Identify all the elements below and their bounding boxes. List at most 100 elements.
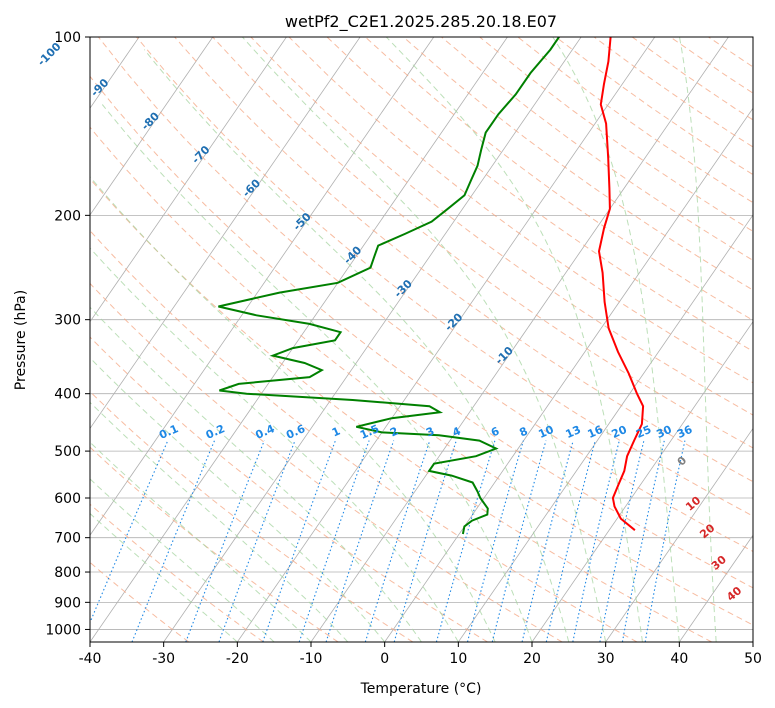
x-tick-label: 50 <box>744 651 762 667</box>
dry-adiabat-label: -80 <box>139 109 162 132</box>
moist-adiabat <box>101 104 533 642</box>
mixing-ratio-line <box>218 440 296 642</box>
moist-adiabat <box>90 441 312 642</box>
dry-adiabat <box>364 37 753 321</box>
isotherm <box>752 641 753 642</box>
mixing-ratio-label: 6 <box>489 424 502 439</box>
dry-adiabat-label: -90 <box>88 76 111 99</box>
mixing-ratio-label: 16 <box>586 423 606 441</box>
dry-adiabat <box>326 37 753 352</box>
dry-adiabat-label: -30 <box>392 277 415 300</box>
moist-adiabat <box>679 37 717 642</box>
moist-adiabat <box>90 176 496 642</box>
dry-adiabat <box>479 37 753 232</box>
dry-adiabat <box>90 503 264 642</box>
isotherm <box>90 37 287 323</box>
moist-adiabat <box>242 37 607 642</box>
dry-adiabat <box>136 37 753 517</box>
isotherm <box>458 214 753 642</box>
dry-adiabat <box>98 37 753 553</box>
moist-adiabat-label: 10 <box>683 494 703 514</box>
dry-adiabat <box>90 390 414 642</box>
mixing-ratio-line <box>325 440 395 642</box>
dry-adiabat <box>90 336 488 642</box>
dry-adiabat <box>250 37 753 416</box>
x-tick-label: 0 <box>380 651 389 667</box>
isotherm <box>90 37 214 216</box>
mixing-ratio-label: 13 <box>564 423 583 441</box>
mixing-ratio-line <box>364 440 431 642</box>
moist-adiabat <box>90 357 386 642</box>
mixing-ratio-line <box>393 440 457 642</box>
moist-adiabat <box>90 512 238 642</box>
mixing-ratio-line <box>466 440 524 642</box>
dry-adiabat <box>90 230 638 642</box>
mixing-ratio-label: 2 <box>388 424 400 439</box>
moist-adiabat <box>90 306 422 642</box>
moist-adiabat <box>552 37 680 642</box>
y-tick-label: 200 <box>54 208 81 224</box>
x-tick-label: 30 <box>597 651 615 667</box>
mixing-ratio-label: 0.1 <box>157 422 180 442</box>
dry-adiabat-zero-label: 0 <box>675 454 690 469</box>
x-axis-label: Temperature (°C) <box>360 681 482 697</box>
dry-adiabat-label: -60 <box>240 176 263 199</box>
background-grid <box>90 37 753 642</box>
x-tick-label: -20 <box>226 651 249 667</box>
y-tick-label: 100 <box>54 30 81 46</box>
isotherm <box>605 427 753 642</box>
dry-adiabat <box>90 75 753 589</box>
y-tick-label: 300 <box>54 313 81 329</box>
mixing-ratio-line <box>545 440 596 642</box>
x-tick-label: 40 <box>670 651 688 667</box>
mixing-ratio-label: 8 <box>517 425 529 440</box>
isotherm <box>90 37 435 536</box>
mixing-ratio-label: 25 <box>634 423 653 441</box>
y-tick-label: 700 <box>54 531 81 547</box>
moist-adiabat <box>90 478 275 642</box>
dry-adiabat <box>288 37 753 384</box>
moist-adiabat <box>385 37 643 642</box>
dry-adiabat-label: -40 <box>341 243 364 266</box>
mixing-ratio-line <box>572 440 620 642</box>
moist-adiabat <box>143 49 570 642</box>
mixing-ratio-label: 36 <box>675 423 695 441</box>
x-tick-label: -30 <box>152 651 175 667</box>
mixing-ratio-line <box>621 440 665 642</box>
moist-adiabat <box>90 247 459 642</box>
mixing-ratio-label: 1 <box>330 425 342 440</box>
x-tick-label: 20 <box>523 651 541 667</box>
mixing-ratio-label: 20 <box>610 423 630 441</box>
dry-adiabat <box>441 37 753 261</box>
isotherm <box>163 37 582 642</box>
dry-adiabat <box>517 37 753 204</box>
isotherm <box>90 37 361 430</box>
mixing-ratio-label: 0.2 <box>204 422 227 442</box>
isotherm <box>237 37 656 642</box>
mixing-ratio-line <box>131 440 216 642</box>
y-tick-label: 600 <box>54 491 81 507</box>
mixing-ratio-label: 0.4 <box>253 422 276 442</box>
x-tick-label: 10 <box>449 651 467 667</box>
mixing-ratio-label: 30 <box>654 423 674 441</box>
dry-adiabat <box>90 282 563 642</box>
x-tick-label: -40 <box>79 651 102 667</box>
axis-ticks: -40 -30 -20 -10 0 10 20 30 40 5010009008007006005… <box>45 30 762 667</box>
mixing-ratio-line <box>185 440 265 642</box>
moist-adiabat-label: 20 <box>697 521 717 541</box>
isotherm <box>531 321 753 642</box>
y-tick-label: 400 <box>54 387 81 403</box>
mixing-ratio-line <box>599 440 645 642</box>
mixing-ratio-line <box>491 440 547 642</box>
mixing-ratio-line <box>262 440 336 642</box>
moist-adiabat-label: 40 <box>724 584 744 604</box>
isotherm <box>679 534 753 642</box>
dry-adiabat <box>90 177 712 642</box>
dewpoint-profile <box>218 37 560 535</box>
dry-adiabat <box>90 126 753 626</box>
x-tick-label: -10 <box>300 651 323 667</box>
temperature-profile <box>597 37 645 531</box>
dry-adiabat-label: -70 <box>189 143 212 166</box>
dry-adiabat <box>212 37 753 449</box>
